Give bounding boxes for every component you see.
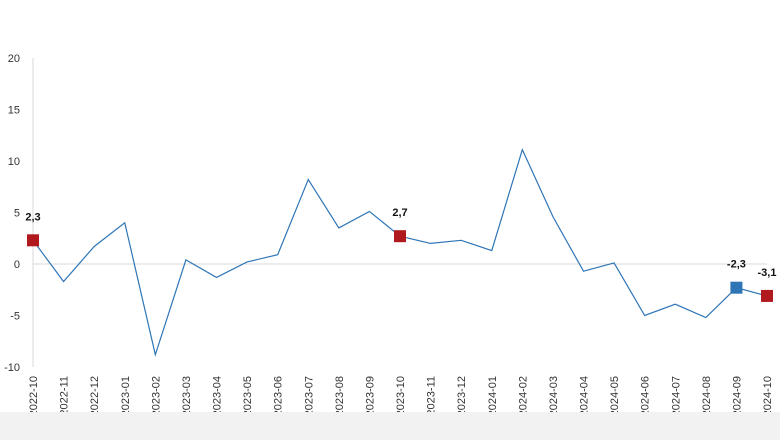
data-label: -2,3 xyxy=(727,259,746,271)
x-tick-label: 2024-01 xyxy=(487,376,499,412)
series-line xyxy=(32,147,768,357)
x-tick-label: 2024-10 xyxy=(762,376,774,412)
highlight-marker xyxy=(730,281,743,294)
highlight-marker xyxy=(761,289,773,302)
x-tick-label: 2023-12 xyxy=(456,376,468,412)
highlight-marker xyxy=(27,234,39,247)
y-tick-label: -10 xyxy=(4,362,20,374)
x-tick-label: 2023-06 xyxy=(273,376,285,412)
x-tick-label: 2022-11 xyxy=(59,376,71,412)
data-label: 2,7 xyxy=(392,207,407,219)
line-chart: -10 -5 0 5 10 15 20 2022-10 2022-11 2022-12 2023-… xyxy=(4,53,776,412)
x-axis-ticks: 2022-10 2022-11 2022-12 2023-01 2023-02 2023-… xyxy=(28,376,774,412)
x-tick-label: 2024-07 xyxy=(670,376,682,412)
y-tick-label: 15 xyxy=(8,105,20,117)
y-tick-label: 0 xyxy=(14,259,20,271)
y-tick-label: 10 xyxy=(8,156,20,168)
x-tick-label: 2024-04 xyxy=(579,376,591,412)
series-layer xyxy=(32,147,768,357)
x-tick-label: 2023-03 xyxy=(181,376,193,412)
x-tick-label: 2023-11 xyxy=(426,376,438,412)
y-axis-ticks: -10 -5 0 5 10 15 20 xyxy=(4,53,20,374)
x-tick-label: 2023-08 xyxy=(334,376,346,412)
grid-layer xyxy=(32,58,767,367)
x-tick-label: 2024-06 xyxy=(640,376,652,412)
x-tick-label: 2023-04 xyxy=(212,376,224,412)
y-tick-label: 5 xyxy=(14,208,20,220)
x-tick-label: 2023-09 xyxy=(364,376,376,412)
x-tick-label: 2023-10 xyxy=(395,376,407,412)
y-tick-label: 20 xyxy=(8,53,20,65)
x-tick-label: 2024-05 xyxy=(609,376,621,412)
x-tick-label: 2022-10 xyxy=(28,376,40,412)
x-tick-label: 2023-01 xyxy=(120,376,132,412)
x-tick-label: 2024-02 xyxy=(517,376,529,412)
highlight-marker xyxy=(394,230,406,243)
data-label: 2,3 xyxy=(25,211,40,223)
x-tick-label: 2024-09 xyxy=(731,376,743,412)
x-tick-label: 2023-05 xyxy=(242,376,254,412)
x-tick-label: 2023-07 xyxy=(303,376,315,412)
highlight-markers: 2,3 2,7 -2,3 -3,1 xyxy=(25,207,776,302)
x-tick-label: 2022-12 xyxy=(89,376,101,412)
data-label: -3,1 xyxy=(758,267,777,279)
x-tick-label: 2024-03 xyxy=(548,376,560,412)
x-tick-label: 2023-02 xyxy=(150,376,162,412)
footer-band xyxy=(0,412,780,440)
x-tick-label: 2024-08 xyxy=(701,376,713,412)
y-tick-label: -5 xyxy=(10,311,20,323)
